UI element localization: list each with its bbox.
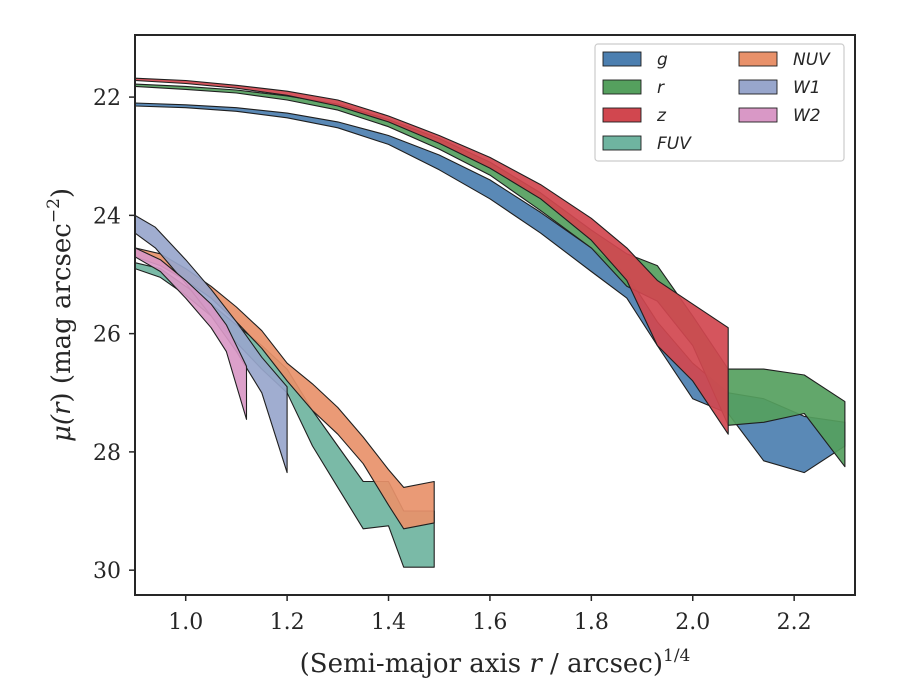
y-tick-label: 22 xyxy=(93,86,121,111)
x-tick-label: 2.2 xyxy=(777,610,812,635)
y-tick-label: 26 xyxy=(93,323,121,348)
series-bands xyxy=(134,77,846,568)
x-tick-label: 1.8 xyxy=(574,610,609,635)
legend-box xyxy=(594,43,845,162)
legend-label-r: r xyxy=(657,78,665,98)
legend-label-w2: W2 xyxy=(793,106,821,126)
x-tick-label: 2.0 xyxy=(675,610,710,635)
y-axis-title: μ(r) (mag arcsec−2) xyxy=(44,188,77,442)
x-axis-ticks: 1.0 1.2 1.4 1.6 1.8 2.0 2.2 xyxy=(168,595,812,635)
legend-label-z: z xyxy=(656,106,667,126)
x-tick-label: 1.4 xyxy=(371,610,406,635)
y-axis-ticks: 22 24 26 28 30 xyxy=(93,86,135,584)
legend-swatch-g xyxy=(602,51,642,67)
y-tick-label: 28 xyxy=(93,441,121,466)
legend: grz FUV NUV W1 W2 xyxy=(594,43,845,162)
x-axis-title: (Semi-major axis r / arcsec)1/4 xyxy=(300,646,691,679)
legend-label-fuv: FUV xyxy=(657,134,692,154)
legend-swatch-nuv xyxy=(738,51,778,67)
legend-label-w1: W1 xyxy=(793,78,821,98)
legend-swatch-z xyxy=(602,107,642,123)
legend-swatch-w2 xyxy=(738,107,778,123)
legend-swatch-r xyxy=(602,79,642,95)
legend-label-g: g xyxy=(657,50,668,70)
band-w1 xyxy=(134,214,288,474)
band-w2 xyxy=(134,247,248,420)
y-tick-label: 30 xyxy=(93,559,121,584)
legend-label-nuv: NUV xyxy=(793,50,831,70)
x-tick-label: 1.2 xyxy=(270,610,305,635)
legend-items: grz FUV NUV W1 W2 xyxy=(602,50,831,154)
x-tick-label: 1.6 xyxy=(472,610,507,635)
y-tick-label: 24 xyxy=(93,204,121,229)
x-tick-label: 1.0 xyxy=(168,610,203,635)
band-z xyxy=(134,77,729,435)
legend-swatch-w1 xyxy=(738,79,778,95)
legend-swatch-fuv xyxy=(602,135,642,151)
plot-frame xyxy=(134,34,856,596)
